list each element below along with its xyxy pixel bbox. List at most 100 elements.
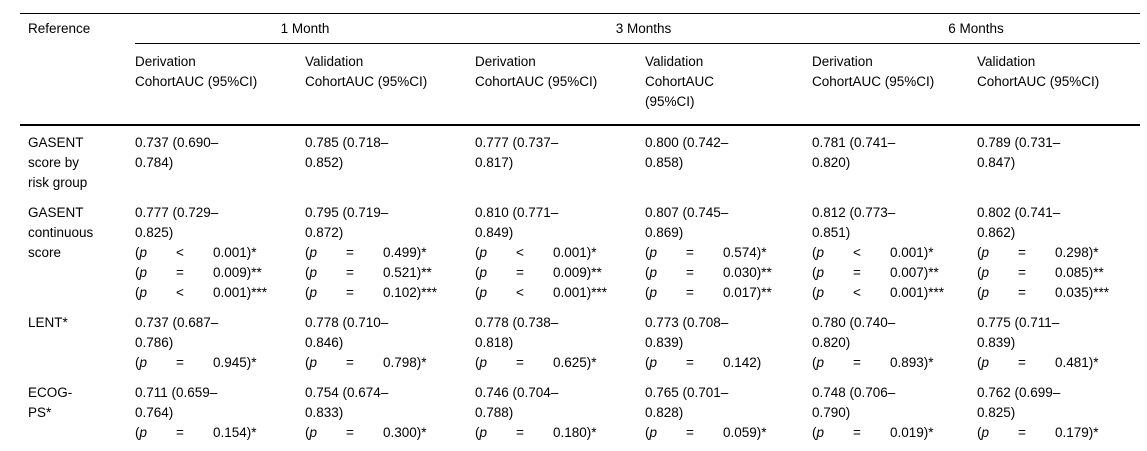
table-cell: 0.789 (0.731– 0.847): [977, 125, 1140, 196]
table-cell: 0.777 (0.737– 0.817): [475, 125, 645, 196]
auc-value: 0.795 (0.719– 0.872): [305, 205, 389, 240]
p-value-line: (p <0.001)***: [812, 285, 945, 300]
p-value-line: (p = 0.945)*: [135, 355, 257, 370]
auc-value: 0.781 (0.741– 0.820): [812, 135, 896, 170]
auc-value: 0.737 (0.687– 0.786): [135, 315, 219, 350]
table-cell: 0.778 (0.710– 0.846) (p = 0.798)*: [305, 306, 475, 376]
p-value-line: (p = 0.102)***: [305, 285, 438, 300]
p-value-line: (p = 0.007)**: [812, 265, 939, 280]
table-cell: 0.737 (0.690– 0.784): [135, 125, 305, 196]
table-cell: 0.781 (0.741– 0.820): [812, 125, 977, 196]
p-value-line: (p = 0.893)*: [812, 355, 934, 370]
auc-value: 0.746 (0.704– 0.788): [475, 385, 559, 420]
p-value-line: (p = 0.154)*: [135, 425, 257, 440]
p-value-line: (p = 0.035)***: [977, 285, 1110, 300]
auc-value: 0.780 (0.740– 0.820): [812, 315, 896, 350]
row-label: GASENT score by risk group: [28, 135, 88, 190]
results-table: Reference 1 Month 3 Months 6 Months Deri…: [20, 13, 1140, 451]
p-value-line: (p <0.001)***: [475, 285, 608, 300]
auc-value: 0.773 (0.708– 0.839): [645, 315, 729, 350]
cohort-column-header: Derivation CohortAUC (95%CI): [135, 43, 305, 126]
cohort-column-header: Derivation CohortAUC (95%CI): [475, 43, 645, 126]
auc-value: 0.778 (0.710– 0.846): [305, 315, 389, 350]
p-value-line: (p = 0.009)**: [475, 265, 602, 280]
table-cell: 0.754 (0.674– 0.833) (p = 0.300)*: [305, 376, 475, 451]
table-cell: 0.775 (0.711– 0.839) (p = 0.481)*: [977, 306, 1140, 376]
auc-value: 0.802 (0.741– 0.862): [977, 205, 1061, 240]
p-value-line: (p = 0.481)*: [977, 355, 1099, 370]
auc-value: 0.754 (0.674– 0.833): [305, 385, 389, 420]
p-value-line: (p = 0.030)**: [645, 265, 772, 280]
p-value-line: (p = 0.298)*: [977, 245, 1099, 260]
month-group-header-3-months: 3 Months: [475, 13, 812, 44]
p-value-line: (p = 0.009)**: [135, 265, 262, 280]
month-group-header-1-month: 1 Month: [135, 13, 475, 44]
table-cell: 0.800 (0.742– 0.858): [645, 125, 812, 196]
p-value-line: (p = 0.085)**: [977, 265, 1104, 280]
table-row: LENT* 0.737 (0.687– 0.786) (p = 0.945)* 0.778 …: [20, 306, 1140, 376]
row-label: GASENT continuous score: [28, 205, 94, 260]
auc-value: 0.765 (0.701– 0.828): [645, 385, 729, 420]
table-cell: 0.765 (0.701– 0.828) (p = 0.059)*: [645, 376, 812, 451]
auc-value: 0.807 (0.745– 0.869): [645, 205, 729, 240]
p-value-line: (p <0.001)*: [812, 245, 934, 260]
cohort-subheader-row: Derivation CohortAUC (95%CI) Validation Coh…: [20, 43, 1140, 126]
table-cell: 0.780 (0.740– 0.820) (p = 0.893)*: [812, 306, 977, 376]
cohort-column-header: Validation CohortAUC (95%CI): [645, 43, 812, 126]
auc-value: 0.777 (0.729– 0.825): [135, 205, 219, 240]
table-cell: 0.802 (0.741– 0.862) (p = 0.298)* (p = 0.085)**…: [977, 196, 1140, 306]
table-row: ECOG- PS* 0.711 (0.659– 0.764) (p = 0.154)* 0.7…: [20, 376, 1140, 451]
p-value-line: (p = 0.521)**: [305, 265, 432, 280]
table-cell: 0.807 (0.745– 0.869) (p = 0.574)* (p = 0.030)**…: [645, 196, 812, 306]
auc-value: 0.789 (0.731– 0.847): [977, 135, 1061, 170]
row-label: LENT*: [28, 315, 68, 330]
table-cell: 0.778 (0.738– 0.818) (p = 0.625)*: [475, 306, 645, 376]
table-header: Reference 1 Month 3 Months 6 Months Deri…: [20, 13, 1140, 126]
table-cell: 0.711 (0.659– 0.764) (p = 0.154)*: [135, 376, 305, 451]
table-cell: 0.812 (0.773– 0.851) (p <0.001)* (p = 0.007)**…: [812, 196, 977, 306]
table-cell: 0.795 (0.719– 0.872) (p = 0.499)* (p = 0.521)**…: [305, 196, 475, 306]
p-value-line: (p = 0.300)*: [305, 425, 427, 440]
cohort-column-header: Derivation CohortAUC (95%CI): [812, 43, 977, 126]
auc-value: 0.762 (0.699– 0.825): [977, 385, 1061, 420]
row-label: ECOG- PS*: [20, 376, 135, 451]
p-value-line: (p = 0.142): [645, 355, 762, 370]
p-value-line: (p = 0.798)*: [305, 355, 427, 370]
auc-value: 0.812 (0.773– 0.851): [812, 205, 896, 240]
table-cell: 0.746 (0.704– 0.788) (p = 0.180)*: [475, 376, 645, 451]
p-value-line: (p = 0.017)**: [645, 285, 772, 300]
month-group-header-6-months: 6 Months: [812, 13, 1140, 44]
table-row: GASENT score by risk group 0.737 (0.690– 0.7…: [20, 125, 1140, 196]
auc-value: 0.775 (0.711– 0.839): [977, 315, 1060, 350]
table-cell: 0.737 (0.687– 0.786) (p = 0.945)*: [135, 306, 305, 376]
table-cell: 0.777 (0.729– 0.825) (p <0.001)* (p = 0.009)**…: [135, 196, 305, 306]
month-header-row: Reference 1 Month 3 Months 6 Months: [20, 13, 1140, 126]
auc-value: 0.800 (0.742– 0.858): [645, 135, 729, 170]
table-cell: 0.773 (0.708– 0.839) (p = 0.142): [645, 306, 812, 376]
p-value-line: (p = 0.019)*: [812, 425, 934, 440]
auc-value: 0.711 (0.659– 0.764): [135, 385, 218, 420]
auc-value: 0.737 (0.690– 0.784): [135, 135, 219, 170]
p-value-line: (p <0.001)*: [475, 245, 597, 260]
auc-value: 0.778 (0.738– 0.818): [475, 315, 559, 350]
p-value-line: (p = 0.625)*: [475, 355, 597, 370]
auc-value: 0.777 (0.737– 0.817): [475, 135, 559, 170]
auc-value: 0.748 (0.706– 0.790): [812, 385, 896, 420]
table-body: GASENT score by risk group 0.737 (0.690– 0.7…: [20, 125, 1140, 451]
table-cell: 0.785 (0.718– 0.852): [305, 125, 475, 196]
table-cell: 0.810 (0.771– 0.849) (p <0.001)* (p = 0.009)**…: [475, 196, 645, 306]
p-value-line: (p <0.001)***: [135, 285, 268, 300]
auc-value: 0.810 (0.771– 0.849): [475, 205, 559, 240]
p-value-line: (p = 0.179)*: [977, 425, 1099, 440]
p-value-line: (p = 0.574)*: [645, 245, 767, 260]
p-value-line: (p = 0.499)*: [305, 245, 427, 260]
auc-value: 0.785 (0.718– 0.852): [305, 135, 389, 170]
table-cell: 0.748 (0.706– 0.790) (p = 0.019)*: [812, 376, 977, 451]
reference-column-header: Reference: [20, 13, 135, 126]
table-row: GASENT continuous score 0.777 (0.729– 0.825)…: [20, 196, 1140, 306]
p-value-line: (p <0.001)*: [135, 245, 257, 260]
table-cell: 0.762 (0.699– 0.825) (p = 0.179)*: [977, 376, 1140, 451]
cohort-column-header: Validation CohortAUC (95%CI): [305, 43, 475, 126]
cohort-column-header: Validation CohortAUC (95%CI): [977, 43, 1140, 126]
p-value-line: (p = 0.180)*: [475, 425, 597, 440]
